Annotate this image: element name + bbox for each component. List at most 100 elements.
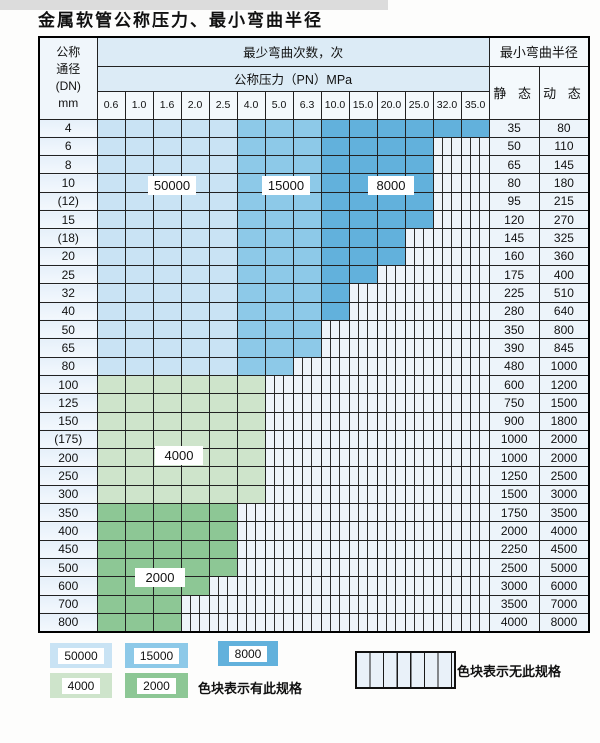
cell-spec-8000 xyxy=(320,283,350,303)
no-spec-label: 色块表示无此规格 xyxy=(457,664,562,679)
dn-cell: (175) xyxy=(38,429,98,450)
cell-no-spec xyxy=(264,466,294,486)
row-dn-15: 15 120 270 xyxy=(38,210,590,230)
row-dn-125: 125 750 1500 xyxy=(38,393,590,413)
cell-no-spec xyxy=(432,594,462,614)
cell-spec-50000 xyxy=(96,301,126,321)
cell-spec-8000 xyxy=(348,210,378,230)
dynamic-radius-cell: 2000 xyxy=(538,429,590,450)
cell-spec-2000 xyxy=(96,576,126,596)
dn-cell: 250 xyxy=(38,466,98,486)
dynamic-radius-cell: 270 xyxy=(538,210,590,230)
cell-spec-4000 xyxy=(236,374,266,395)
cell-spec-50000 xyxy=(152,136,182,157)
cell-spec-4000 xyxy=(152,466,182,486)
cell-spec-4000 xyxy=(96,411,126,431)
cell-spec-8000 xyxy=(376,210,406,230)
cell-no-spec xyxy=(432,557,462,578)
cell-no-spec xyxy=(320,484,350,505)
cell-spec-4000 xyxy=(96,393,126,413)
static-radius-cell: 1000 xyxy=(488,429,540,450)
dn-header-line: (DN) xyxy=(55,79,81,94)
cell-no-spec xyxy=(460,429,490,450)
no-spec-swatch xyxy=(355,651,456,689)
cell-spec-4000 xyxy=(152,484,182,505)
cell-no-spec xyxy=(348,301,378,321)
cell-no-spec xyxy=(376,466,406,486)
cell-spec-2000 xyxy=(124,539,154,560)
cell-spec-50000 xyxy=(96,356,126,376)
cell-spec-50000 xyxy=(124,210,154,230)
cell-spec-15000 xyxy=(292,136,322,157)
legend-swatch-50000: 50000 xyxy=(50,643,112,668)
dn-cell: 80 xyxy=(38,356,98,376)
cell-no-spec xyxy=(180,594,210,614)
region-label-2000: 2000 xyxy=(135,568,185,587)
static-radius-cell: 65 xyxy=(488,155,540,175)
cell-spec-50000 xyxy=(152,301,182,321)
cell-no-spec xyxy=(404,594,434,614)
legend-swatch-4000: 4000 xyxy=(50,673,112,698)
static-radius-cell: 1000 xyxy=(488,448,540,468)
cell-spec-2000 xyxy=(208,503,238,523)
cell-no-spec xyxy=(236,576,266,596)
cell-spec-8000 xyxy=(404,118,434,138)
pressure-col-25.0: 25.0 xyxy=(404,90,434,120)
cell-spec-50000 xyxy=(180,338,210,358)
row-dn-20: 20 160 360 xyxy=(38,246,590,267)
cell-spec-50000 xyxy=(152,228,182,248)
bend-cycles-header: 最少弯曲次数，次 xyxy=(96,36,490,67)
cell-no-spec xyxy=(404,448,434,468)
cell-spec-15000 xyxy=(236,246,266,267)
cell-no-spec xyxy=(348,448,378,468)
dynamic-radius-cell: 215 xyxy=(538,191,590,212)
cell-no-spec xyxy=(432,136,462,157)
cell-spec-50000 xyxy=(180,264,210,285)
cell-spec-50000 xyxy=(180,228,210,248)
row-dn-50: 50 350 800 xyxy=(38,319,590,340)
cell-spec-50000 xyxy=(152,356,182,376)
cell-no-spec xyxy=(404,356,434,376)
dynamic-radius-cell: 1800 xyxy=(538,411,590,431)
cell-no-spec xyxy=(320,319,350,340)
static-radius-cell: 145 xyxy=(488,228,540,248)
cell-spec-15000 xyxy=(236,210,266,230)
cell-spec-50000 xyxy=(96,155,126,175)
dn-cell: 700 xyxy=(38,594,98,614)
dynamic-radius-cell: 3500 xyxy=(538,503,590,523)
cell-spec-50000 xyxy=(124,319,154,340)
cell-spec-4000 xyxy=(152,393,182,413)
cell-spec-4000 xyxy=(96,429,126,450)
cell-no-spec xyxy=(404,576,434,596)
dynamic-radius-cell: 180 xyxy=(538,173,590,193)
cell-spec-50000 xyxy=(124,264,154,285)
cell-spec-2000 xyxy=(96,594,126,614)
dynamic-radius-cell: 145 xyxy=(538,155,590,175)
cell-spec-50000 xyxy=(180,155,210,175)
cell-no-spec xyxy=(292,448,322,468)
cell-spec-2000 xyxy=(96,612,126,633)
cell-spec-50000 xyxy=(180,246,210,267)
cell-spec-15000 xyxy=(292,319,322,340)
cell-no-spec xyxy=(376,594,406,614)
cell-spec-15000 xyxy=(264,118,294,138)
cell-spec-2000 xyxy=(124,612,154,633)
cell-spec-15000 xyxy=(264,210,294,230)
cell-no-spec xyxy=(348,503,378,523)
region-label-15000: 15000 xyxy=(262,176,310,195)
cell-spec-15000 xyxy=(292,264,322,285)
cell-spec-8000 xyxy=(376,191,406,212)
cell-no-spec xyxy=(404,246,434,267)
pressure-col-35.0: 35.0 xyxy=(460,90,490,120)
cell-no-spec xyxy=(348,576,378,596)
dn-column-header: 公称 通径 (DN) mm xyxy=(38,36,98,120)
cell-spec-50000 xyxy=(96,319,126,340)
dn-cell: 65 xyxy=(38,338,98,358)
cell-no-spec xyxy=(292,594,322,614)
cell-no-spec xyxy=(320,448,350,468)
cell-no-spec xyxy=(404,521,434,541)
cell-no-spec xyxy=(376,448,406,468)
cell-no-spec xyxy=(404,466,434,486)
cell-spec-8000 xyxy=(376,155,406,175)
dn-cell: 20 xyxy=(38,246,98,267)
